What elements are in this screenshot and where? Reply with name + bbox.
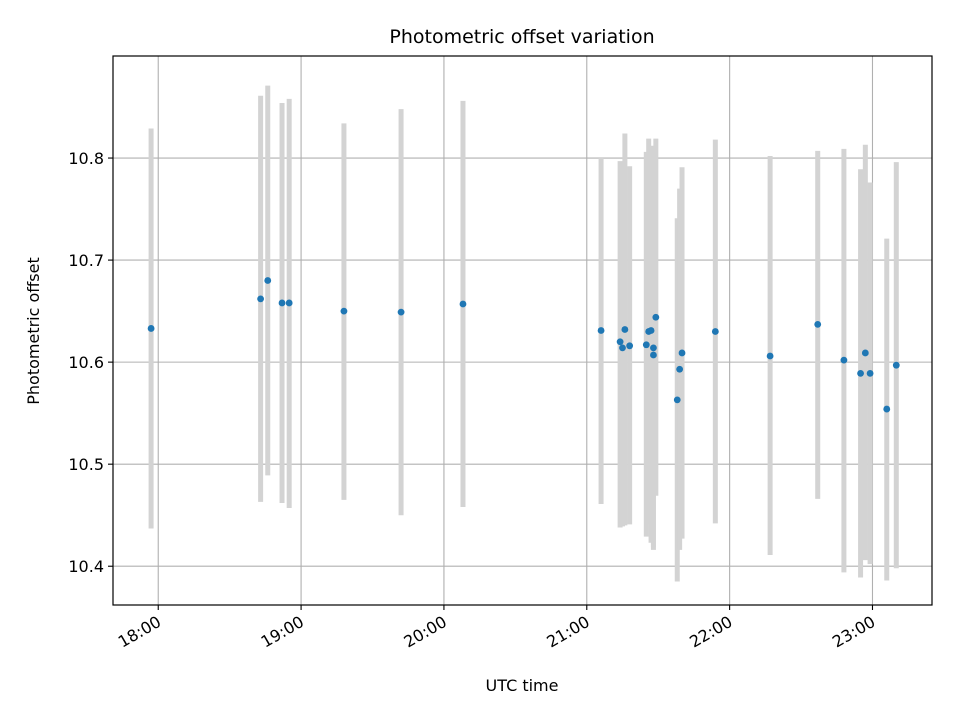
y-tick-label: 10.4 xyxy=(68,557,104,576)
x-tick-label: 22:00 xyxy=(686,612,735,652)
x-tick-label: 18:00 xyxy=(115,612,164,652)
data-point xyxy=(883,405,891,413)
grid-lines xyxy=(113,56,932,605)
data-point xyxy=(676,365,684,373)
x-tick-label: 20:00 xyxy=(401,612,450,652)
x-tick-label: 23:00 xyxy=(829,612,878,652)
y-axis-label: Photometric offset xyxy=(24,257,43,405)
chart-title: Photometric offset variation xyxy=(389,26,654,48)
data-points xyxy=(147,277,900,413)
data-point xyxy=(397,308,405,316)
data-point xyxy=(892,361,900,369)
data-point xyxy=(840,356,848,364)
error-bars xyxy=(148,85,899,582)
data-point xyxy=(340,307,348,315)
y-tick-label: 10.8 xyxy=(68,149,104,168)
data-point xyxy=(264,277,272,284)
data-point xyxy=(650,351,657,359)
plot-frame xyxy=(112,55,933,606)
data-point xyxy=(857,369,864,377)
y-tick-label: 10.5 xyxy=(68,455,104,474)
data-point xyxy=(652,313,660,321)
data-point xyxy=(621,326,629,333)
data-point xyxy=(766,352,774,360)
y-tick-label: 10.6 xyxy=(68,353,104,372)
x-axis-label: UTC time xyxy=(486,676,559,695)
data-point xyxy=(147,325,155,332)
data-point xyxy=(673,396,681,404)
data-point xyxy=(616,338,624,346)
data-point xyxy=(619,344,626,352)
data-point xyxy=(459,300,467,308)
y-axis-ticks: 10.4 10.5 10.6 10.7 10.8 xyxy=(68,149,113,576)
data-point xyxy=(257,295,265,303)
data-point xyxy=(278,299,286,307)
data-point xyxy=(626,342,634,350)
data-point xyxy=(285,299,293,307)
data-point xyxy=(814,320,822,328)
x-tick-label: 21:00 xyxy=(543,612,592,652)
data-point xyxy=(597,327,605,334)
data-point xyxy=(642,341,650,349)
data-point xyxy=(650,344,657,352)
y-tick-label: 10.7 xyxy=(68,251,104,270)
x-tick-label: 19:00 xyxy=(258,612,307,652)
x-axis-ticks: 18:00 19:00 20:00 21:00 22:00 23:00 xyxy=(115,605,878,652)
data-point xyxy=(711,328,719,335)
data-point xyxy=(866,369,874,377)
data-point xyxy=(678,349,686,357)
data-point xyxy=(861,349,869,357)
data-point xyxy=(647,327,655,334)
